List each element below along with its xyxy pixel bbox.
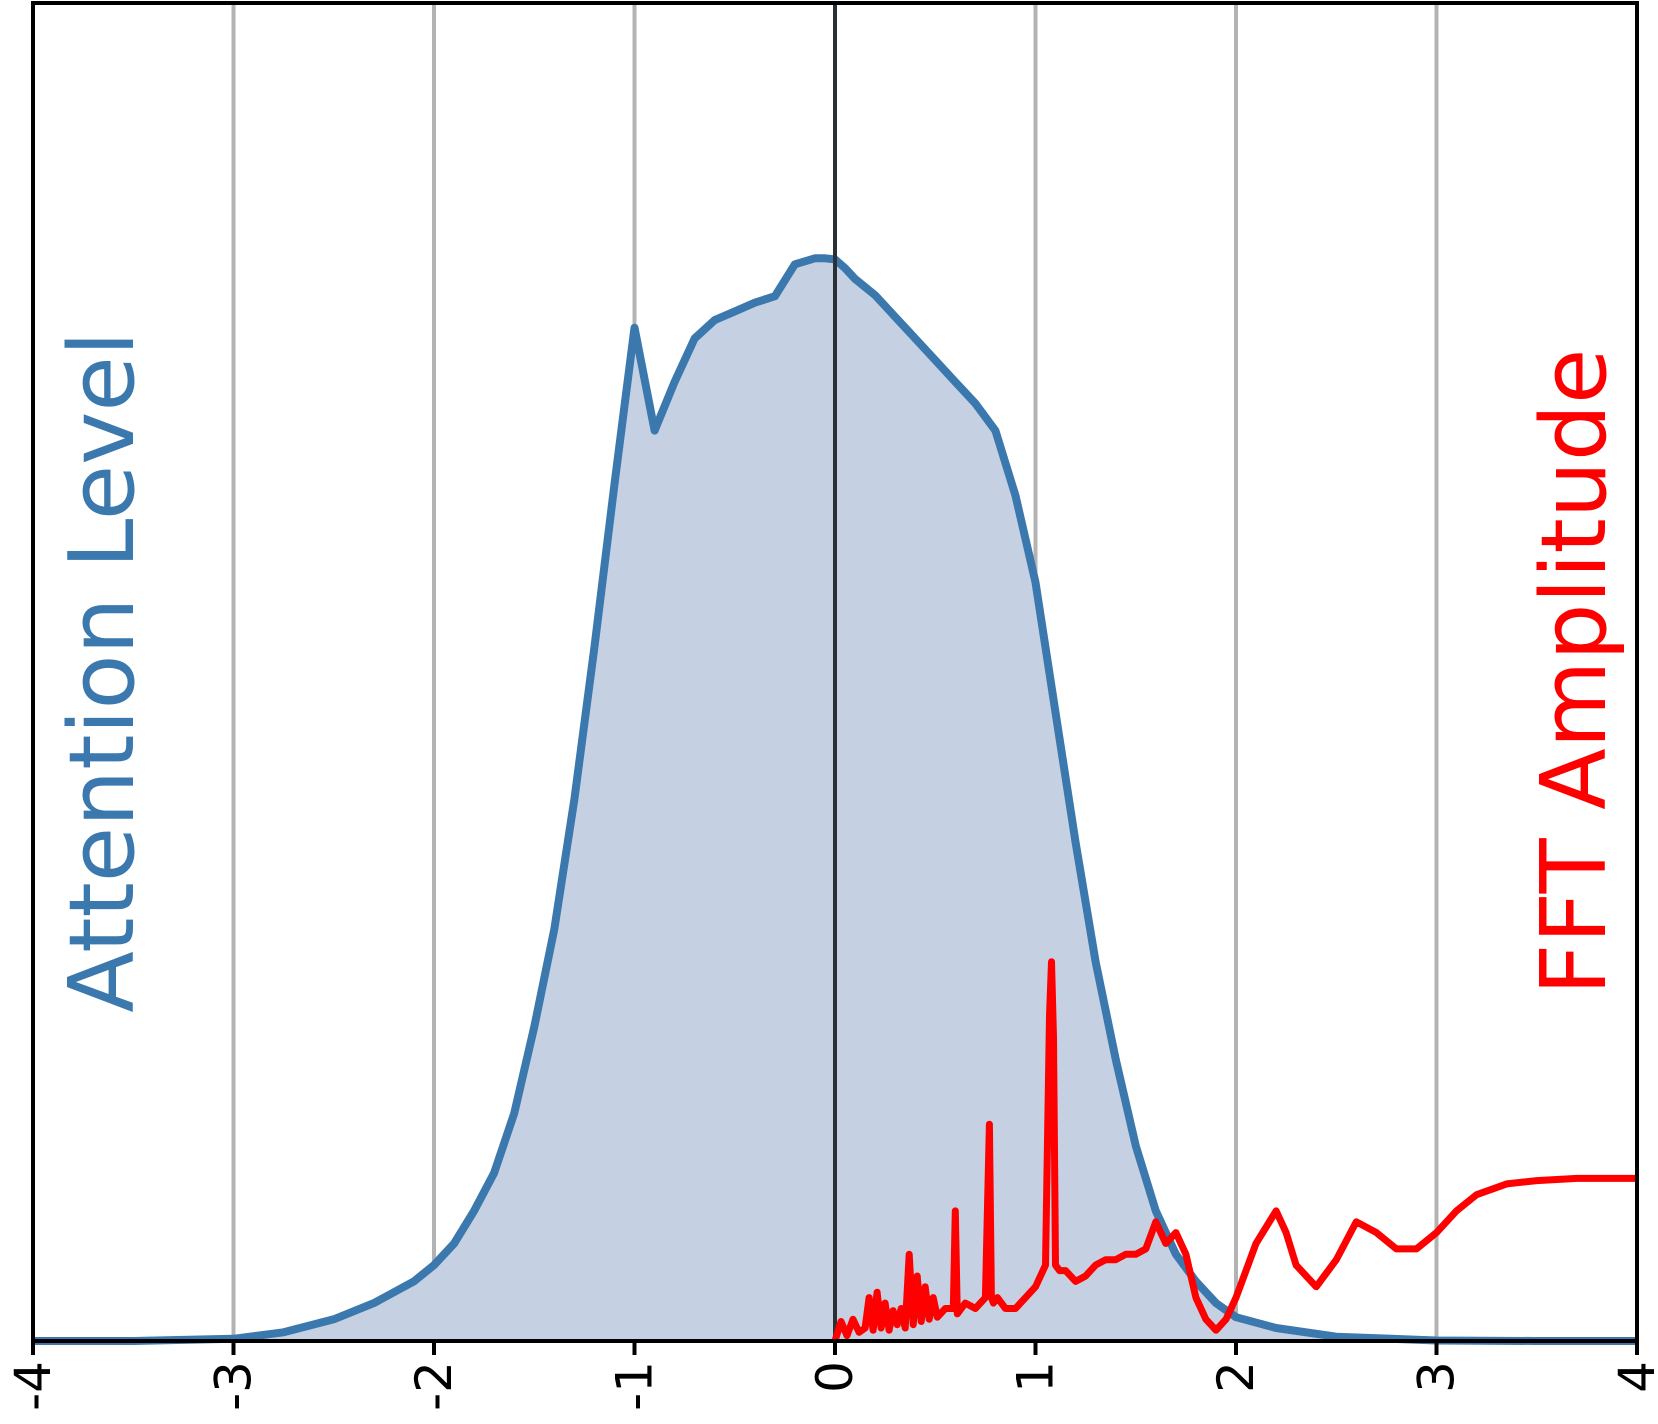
x-axis-ticks: -4 -3 -2 -1 0 1 2 3 4: [4, 1341, 1658, 1411]
x-tick-label: 3: [1408, 1361, 1466, 1393]
attention-line: [33, 254, 1637, 1345]
x-tick-label: 2: [1207, 1361, 1265, 1393]
x-tick-label: -4: [4, 1361, 62, 1411]
x-tick-label: 0: [806, 1361, 864, 1393]
x-tick-label: 1: [1007, 1361, 1065, 1393]
x-tick-label: 4: [1608, 1361, 1658, 1393]
right-y-axis-label: FFT Amplitude: [1522, 349, 1627, 996]
left-y-axis-label: Attention Level: [50, 331, 155, 1013]
x-tick-label: -3: [205, 1361, 263, 1411]
x-tick-label: -2: [405, 1361, 463, 1411]
fft-line: [831, 958, 1637, 1343]
x-tick-label: -1: [606, 1361, 664, 1411]
